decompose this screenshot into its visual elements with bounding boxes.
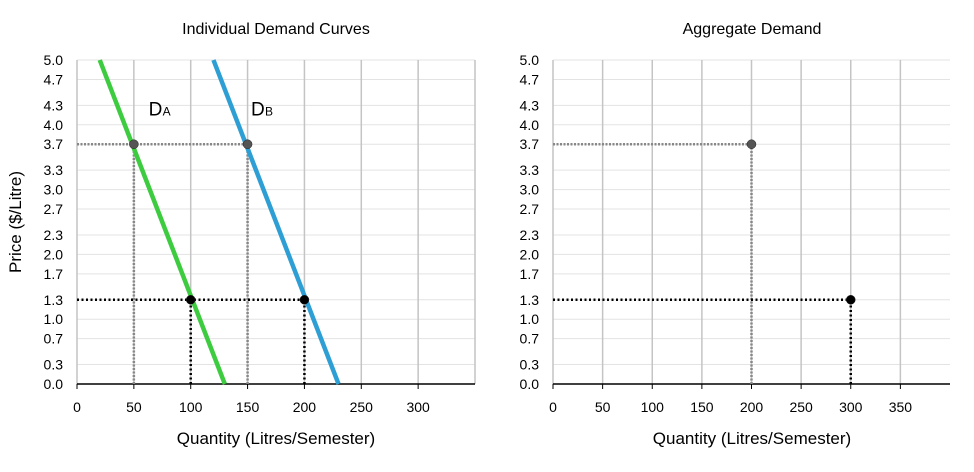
x-tick-label: 200 xyxy=(740,399,764,415)
y-tick-label: 0.0 xyxy=(520,376,540,392)
y-tick-label: 4.7 xyxy=(520,71,540,87)
x-tick-label: 350 xyxy=(889,399,913,415)
x-tick-label: 100 xyxy=(179,399,203,415)
curve-label-db: D xyxy=(251,100,265,121)
y-tick-label: 0.7 xyxy=(520,331,540,347)
y-tick-label: 2.0 xyxy=(44,246,64,262)
data-point xyxy=(746,139,757,149)
x-axis-title-aggregate: Quantity (Litres/Semester) xyxy=(653,429,851,448)
data-point xyxy=(242,139,253,149)
y-tick-label: 2.3 xyxy=(520,227,540,243)
x-tick-label: 50 xyxy=(595,399,611,415)
y-tick-label: 1.7 xyxy=(520,266,540,282)
y-tick-label: 5.0 xyxy=(44,52,64,68)
y-tick-label: 2.7 xyxy=(44,201,64,217)
x-tick-label: 0 xyxy=(549,399,557,415)
x-tick-label: 150 xyxy=(690,399,714,415)
y-tick-label: 1.3 xyxy=(44,292,64,308)
y-tick-label: 3.0 xyxy=(44,182,64,198)
y-tick-label: 2.3 xyxy=(44,227,64,243)
y-tick-label: 0.3 xyxy=(44,357,64,373)
aggregate-demand-plot: 0 50 100 150 200 250 300 350 0.0 0.3 0.7 1.0 1.3 1.7 2… xyxy=(520,52,950,415)
chart-title-aggregate: Aggregate Demand xyxy=(683,21,822,38)
y-tick-label: 4.3 xyxy=(520,97,540,113)
y-tick-label: 1.0 xyxy=(520,311,540,327)
x-tick-label: 50 xyxy=(126,399,142,415)
y-tick-label: 2.0 xyxy=(520,246,540,262)
y-tick-label: 1.0 xyxy=(44,311,64,327)
x-tick-label: 300 xyxy=(406,399,430,415)
y-tick-label: 3.0 xyxy=(520,182,540,198)
y-tick-label: 5.0 xyxy=(520,52,540,68)
curve-label-sub-da: A xyxy=(163,105,171,119)
chart-title-individual: Individual Demand Curves xyxy=(182,21,370,38)
data-point xyxy=(129,139,139,149)
curve-label-sub-db: B xyxy=(265,105,273,119)
x-tick-label: 150 xyxy=(236,399,260,415)
x-tick-label: 200 xyxy=(293,399,317,415)
curve-label-da: D xyxy=(149,100,163,121)
x-tick-label: 0 xyxy=(73,399,81,415)
y-tick-label: 3.7 xyxy=(44,136,64,152)
x-tick-label: 300 xyxy=(839,399,863,415)
y-tick-label: 1.7 xyxy=(44,266,64,282)
y-tick-label: 3.3 xyxy=(520,162,540,178)
y-tick-label: 4.3 xyxy=(44,97,64,113)
demand-curve-db xyxy=(211,59,341,385)
y-tick-label: 0.0 xyxy=(44,376,64,392)
x-axis-title-individual: Quantity (Litres/Semester) xyxy=(177,429,375,448)
y-tick-label: 3.3 xyxy=(44,162,64,178)
y-tick-label: 1.3 xyxy=(520,292,540,308)
x-tick-label: 100 xyxy=(641,399,665,415)
y-tick-label: 4.0 xyxy=(44,117,64,133)
y-tick-label: 2.7 xyxy=(520,201,540,217)
demand-curve-da xyxy=(97,59,227,385)
y-tick-label: 4.0 xyxy=(520,117,540,133)
data-point xyxy=(299,295,310,305)
x-tick-label: 250 xyxy=(350,399,374,415)
y-tick-label: 3.7 xyxy=(520,136,540,152)
y-tick-label: 4.7 xyxy=(44,71,64,87)
data-point xyxy=(185,295,196,305)
y-axis-title: Price ($/Litre) xyxy=(6,171,25,273)
individual-demand-plot: 0 50 100 150 200 250 300 0.0 0.3 0.7 1.0 1.3 1.7 2.0 2… xyxy=(44,52,476,415)
data-point xyxy=(846,295,856,305)
y-tick-label: 0.7 xyxy=(44,331,64,347)
x-tick-label: 250 xyxy=(789,399,813,415)
y-tick-label: 0.3 xyxy=(520,357,540,373)
